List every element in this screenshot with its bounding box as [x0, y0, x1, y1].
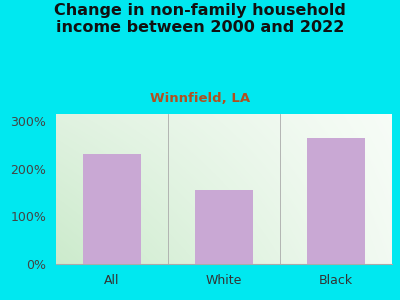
Bar — [195, 190, 253, 264]
Text: Change in non-family household
income between 2000 and 2022: Change in non-family household income be… — [54, 3, 346, 35]
Bar — [307, 138, 365, 264]
Text: Winnfield, LA: Winnfield, LA — [150, 92, 250, 104]
Bar — [83, 154, 141, 264]
